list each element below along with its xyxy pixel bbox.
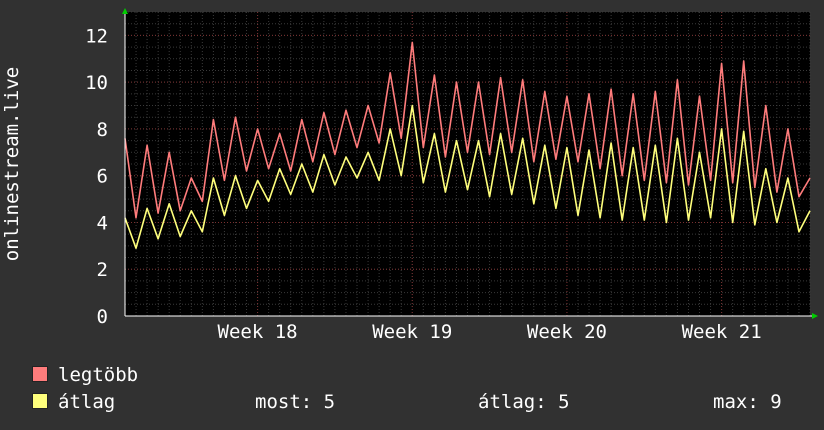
legend-swatch-avg xyxy=(32,393,48,409)
x-tick-label: Week 19 xyxy=(372,321,452,343)
y-tick-label: 2 xyxy=(97,259,108,281)
y-ticks: 0 2 4 6 8 10 12 xyxy=(85,25,108,328)
y-tick-label: 4 xyxy=(97,212,108,234)
y-tick-label: 6 xyxy=(97,166,108,188)
x-ticks: Week 18 Week 19 Week 20 Week 21 xyxy=(218,321,762,343)
x-tick-label: Week 20 xyxy=(527,321,607,343)
legend-item-avg: átlag xyxy=(32,391,115,413)
series-line-avg xyxy=(124,104,811,249)
legend-label-avg: átlag xyxy=(58,391,116,413)
series-line-max xyxy=(124,41,811,219)
x-tick-label: Week 18 xyxy=(218,321,298,343)
y-tick-label: 8 xyxy=(97,119,108,141)
y-tick-label: 12 xyxy=(85,25,108,47)
legend-item-max: legtöbb xyxy=(32,364,138,386)
stat-avg: átlag: 5 xyxy=(478,391,570,413)
y-axis-arrow-icon xyxy=(122,8,128,14)
y-tick-label: 10 xyxy=(85,72,108,94)
y-tick-label: 0 xyxy=(97,306,108,328)
stat-max: max: 9 xyxy=(713,391,782,413)
legend-label-max: legtöbb xyxy=(58,364,139,386)
legend-swatch-max xyxy=(32,366,48,382)
series-layer xyxy=(124,41,811,249)
y-axis-label: onlinestream.live xyxy=(1,67,23,261)
x-axis-arrow-icon xyxy=(812,313,818,319)
x-tick-label: Week 21 xyxy=(682,321,762,343)
stat-now: most: 5 xyxy=(255,391,336,413)
